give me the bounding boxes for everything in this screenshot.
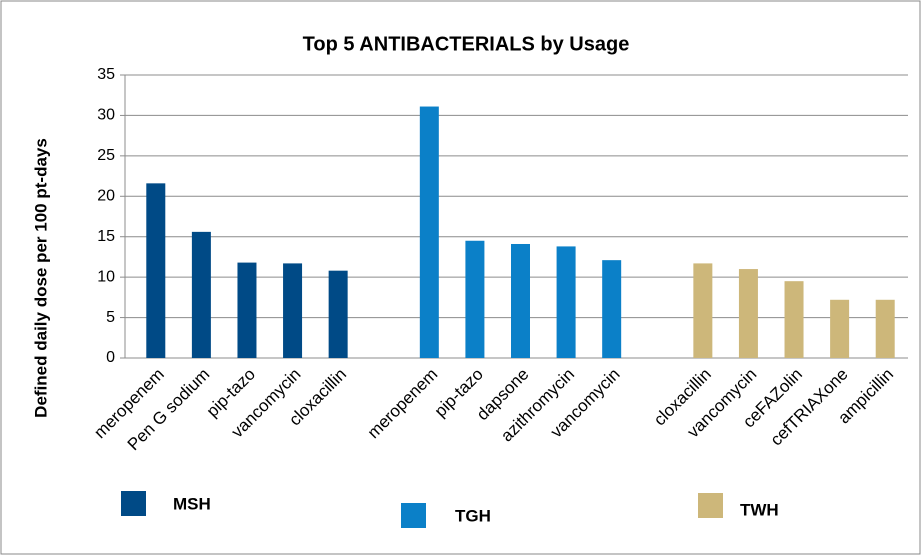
legend-label: MSH [173,494,211,513]
bar [693,263,713,358]
y-tick-label: 25 [97,147,115,164]
y-tick-label: 30 [97,107,115,124]
bar [191,231,211,358]
legend-swatch [401,503,426,528]
y-tick-label: 0 [106,349,115,366]
bar [738,269,758,358]
y-tick-label: 10 [97,268,115,285]
bar [511,243,530,358]
bar [830,299,850,358]
bar [602,260,622,358]
y-tick-label: 15 [97,228,115,245]
y-tick-label: 5 [106,309,115,326]
bar [875,299,895,358]
bar [328,270,348,358]
chart-title: Top 5 ANTIBACTERIALS by Usage [303,33,630,55]
legend-swatch [121,491,146,516]
legend-swatch [698,493,723,518]
bar [283,263,303,358]
bar [465,240,485,358]
bar [556,246,576,358]
y-axis-title: Defined daily dose per 100 pt-days [31,138,50,418]
legend-label: TGH [455,506,491,525]
y-tick-label: 20 [97,188,115,205]
legend-label: TWH [740,500,779,519]
bar [146,183,166,358]
bar [784,281,804,358]
y-tick-label: 35 [97,66,115,83]
bar [419,106,439,358]
bar [237,262,257,358]
